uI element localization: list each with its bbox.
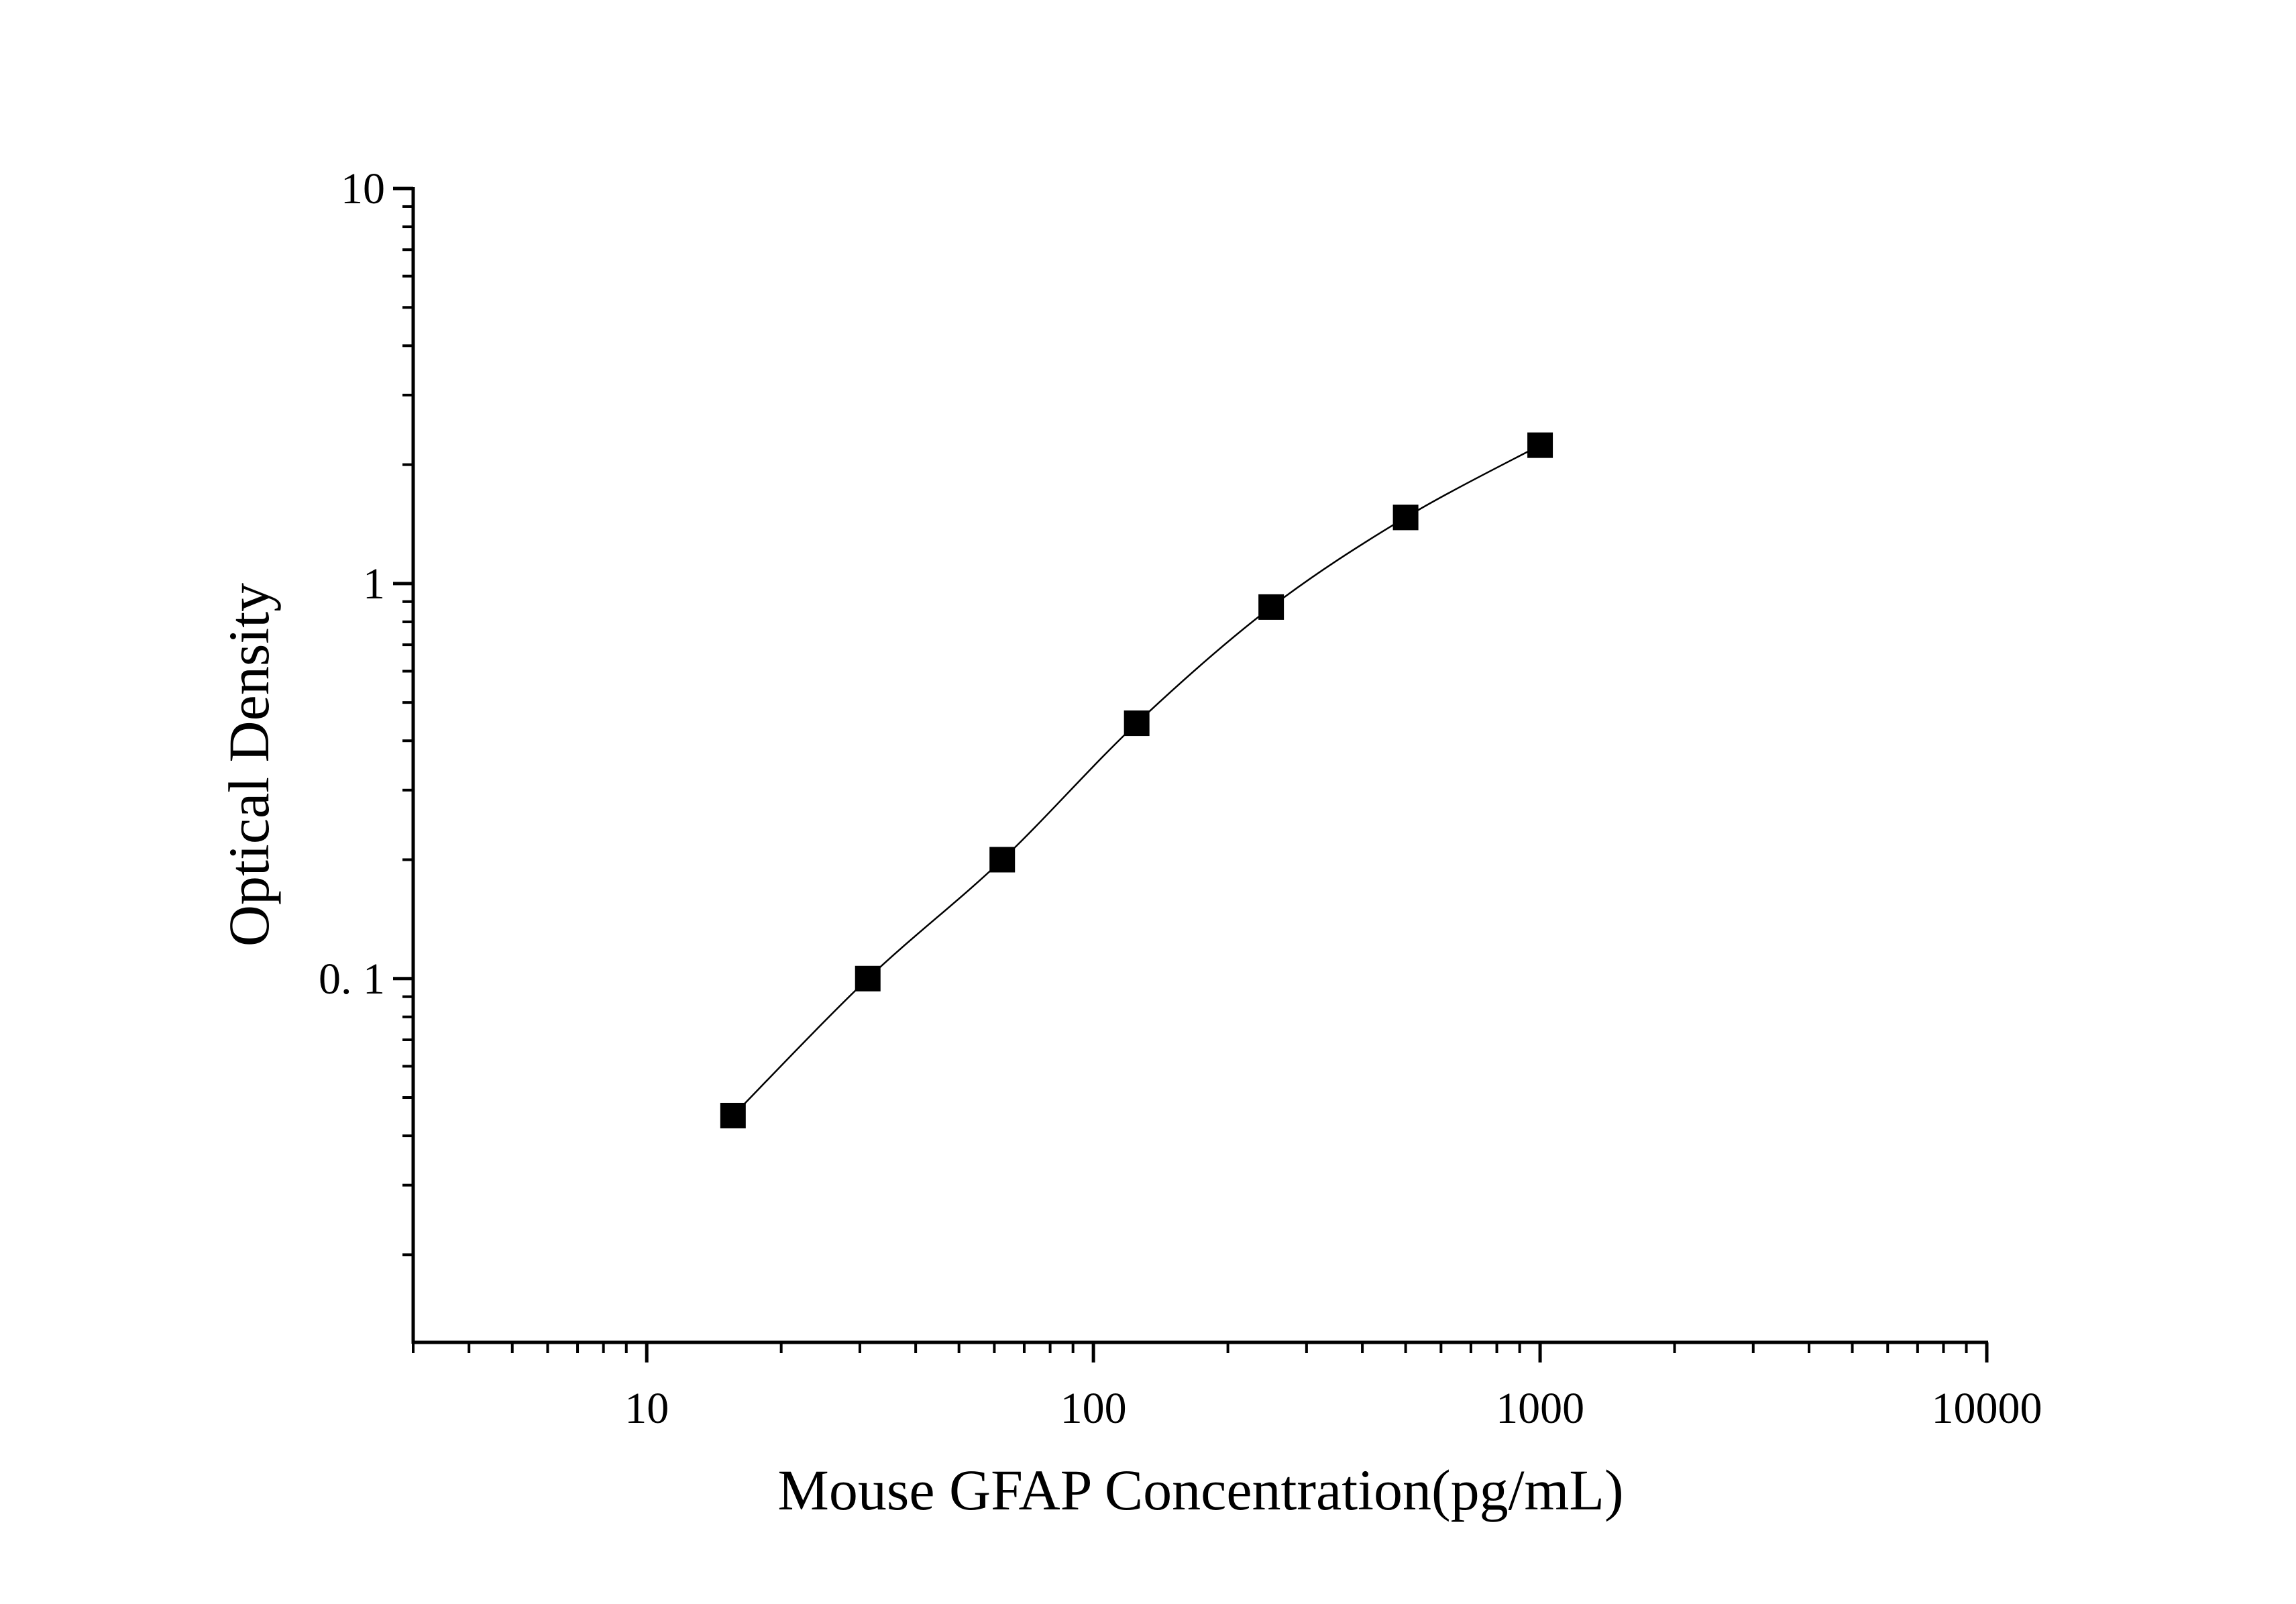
marker bbox=[1258, 594, 1284, 620]
y-axis-label: Optical Density bbox=[217, 583, 281, 947]
marker bbox=[1124, 710, 1150, 737]
y-tick-label: 1 bbox=[363, 559, 385, 608]
fit-curve bbox=[732, 444, 1541, 1116]
marker bbox=[1527, 432, 1553, 458]
x-tick-label: 10000 bbox=[1932, 1384, 2042, 1433]
x-tick-label: 10 bbox=[624, 1384, 669, 1433]
y-tick-label: 0. 1 bbox=[319, 955, 385, 1004]
x-axis-label: Mouse GFAP Concentration(pg/mL) bbox=[777, 1458, 1623, 1522]
marker bbox=[989, 847, 1016, 873]
y-tick-label: 10 bbox=[341, 164, 385, 213]
marker bbox=[1392, 504, 1419, 531]
x-tick-label: 1000 bbox=[1496, 1384, 1584, 1433]
marker bbox=[855, 965, 881, 992]
marker bbox=[720, 1102, 746, 1128]
x-tick-label: 100 bbox=[1060, 1384, 1127, 1433]
